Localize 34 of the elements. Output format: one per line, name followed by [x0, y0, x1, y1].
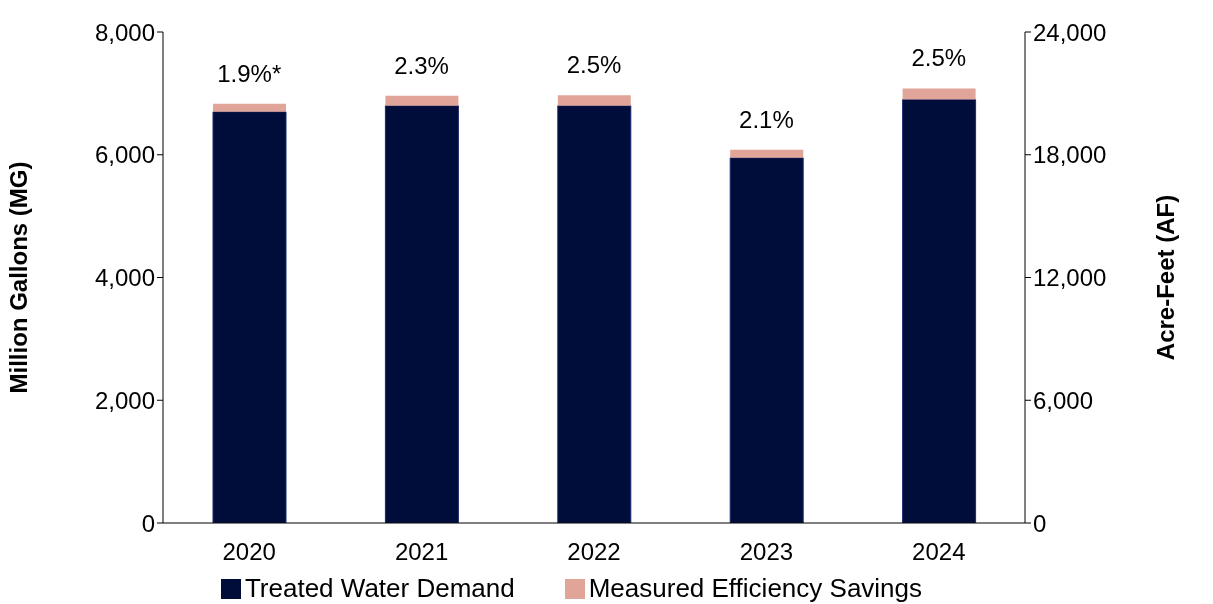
annotation: 2.3% [394, 51, 449, 79]
x-tick-label: 2021 [394, 538, 449, 566]
y2-tick-label: 18,000 [1033, 141, 1107, 169]
x-tick-label: 2022 [567, 538, 621, 566]
bar [902, 99, 977, 523]
y2-tick-label: 24,000 [1033, 18, 1107, 46]
bar [212, 111, 287, 523]
y2-tick-label: 0 [1033, 509, 1047, 537]
bar [557, 95, 631, 106]
y-tick-label: 8,000 [94, 18, 155, 46]
annotation: 1.9%* [217, 59, 282, 87]
x-tick-label: 2023 [739, 538, 794, 566]
y-tick-label: 0 [141, 509, 155, 537]
annotation: 2.5% [566, 51, 622, 79]
y2-tick-label: 12,000 [1033, 264, 1107, 292]
bar [213, 103, 286, 112]
bar [557, 105, 632, 523]
bar [902, 88, 976, 100]
bar [384, 105, 459, 523]
annotation: 2.5% [911, 44, 967, 72]
bar [385, 95, 459, 106]
y-tick-label: 6,000 [94, 141, 155, 169]
y-tick-label: 2,000 [94, 386, 155, 414]
legend-label: Treated Water Demand [244, 573, 515, 604]
bar [730, 149, 804, 158]
y2-tick-label: 6,000 [1033, 386, 1094, 414]
y2-axis-title: Acre-Feet (AF) [1151, 194, 1179, 361]
bar [729, 157, 804, 523]
x-tick-label: 2024 [912, 538, 966, 566]
x-tick-label: 2020 [222, 538, 276, 566]
y-axis-title: Million Gallons (MG) [4, 161, 32, 394]
y-tick-label: 4,000 [94, 264, 155, 292]
legend-label: Measured Efficiency Savings [588, 573, 923, 604]
annotation: 2.1% [739, 105, 794, 133]
